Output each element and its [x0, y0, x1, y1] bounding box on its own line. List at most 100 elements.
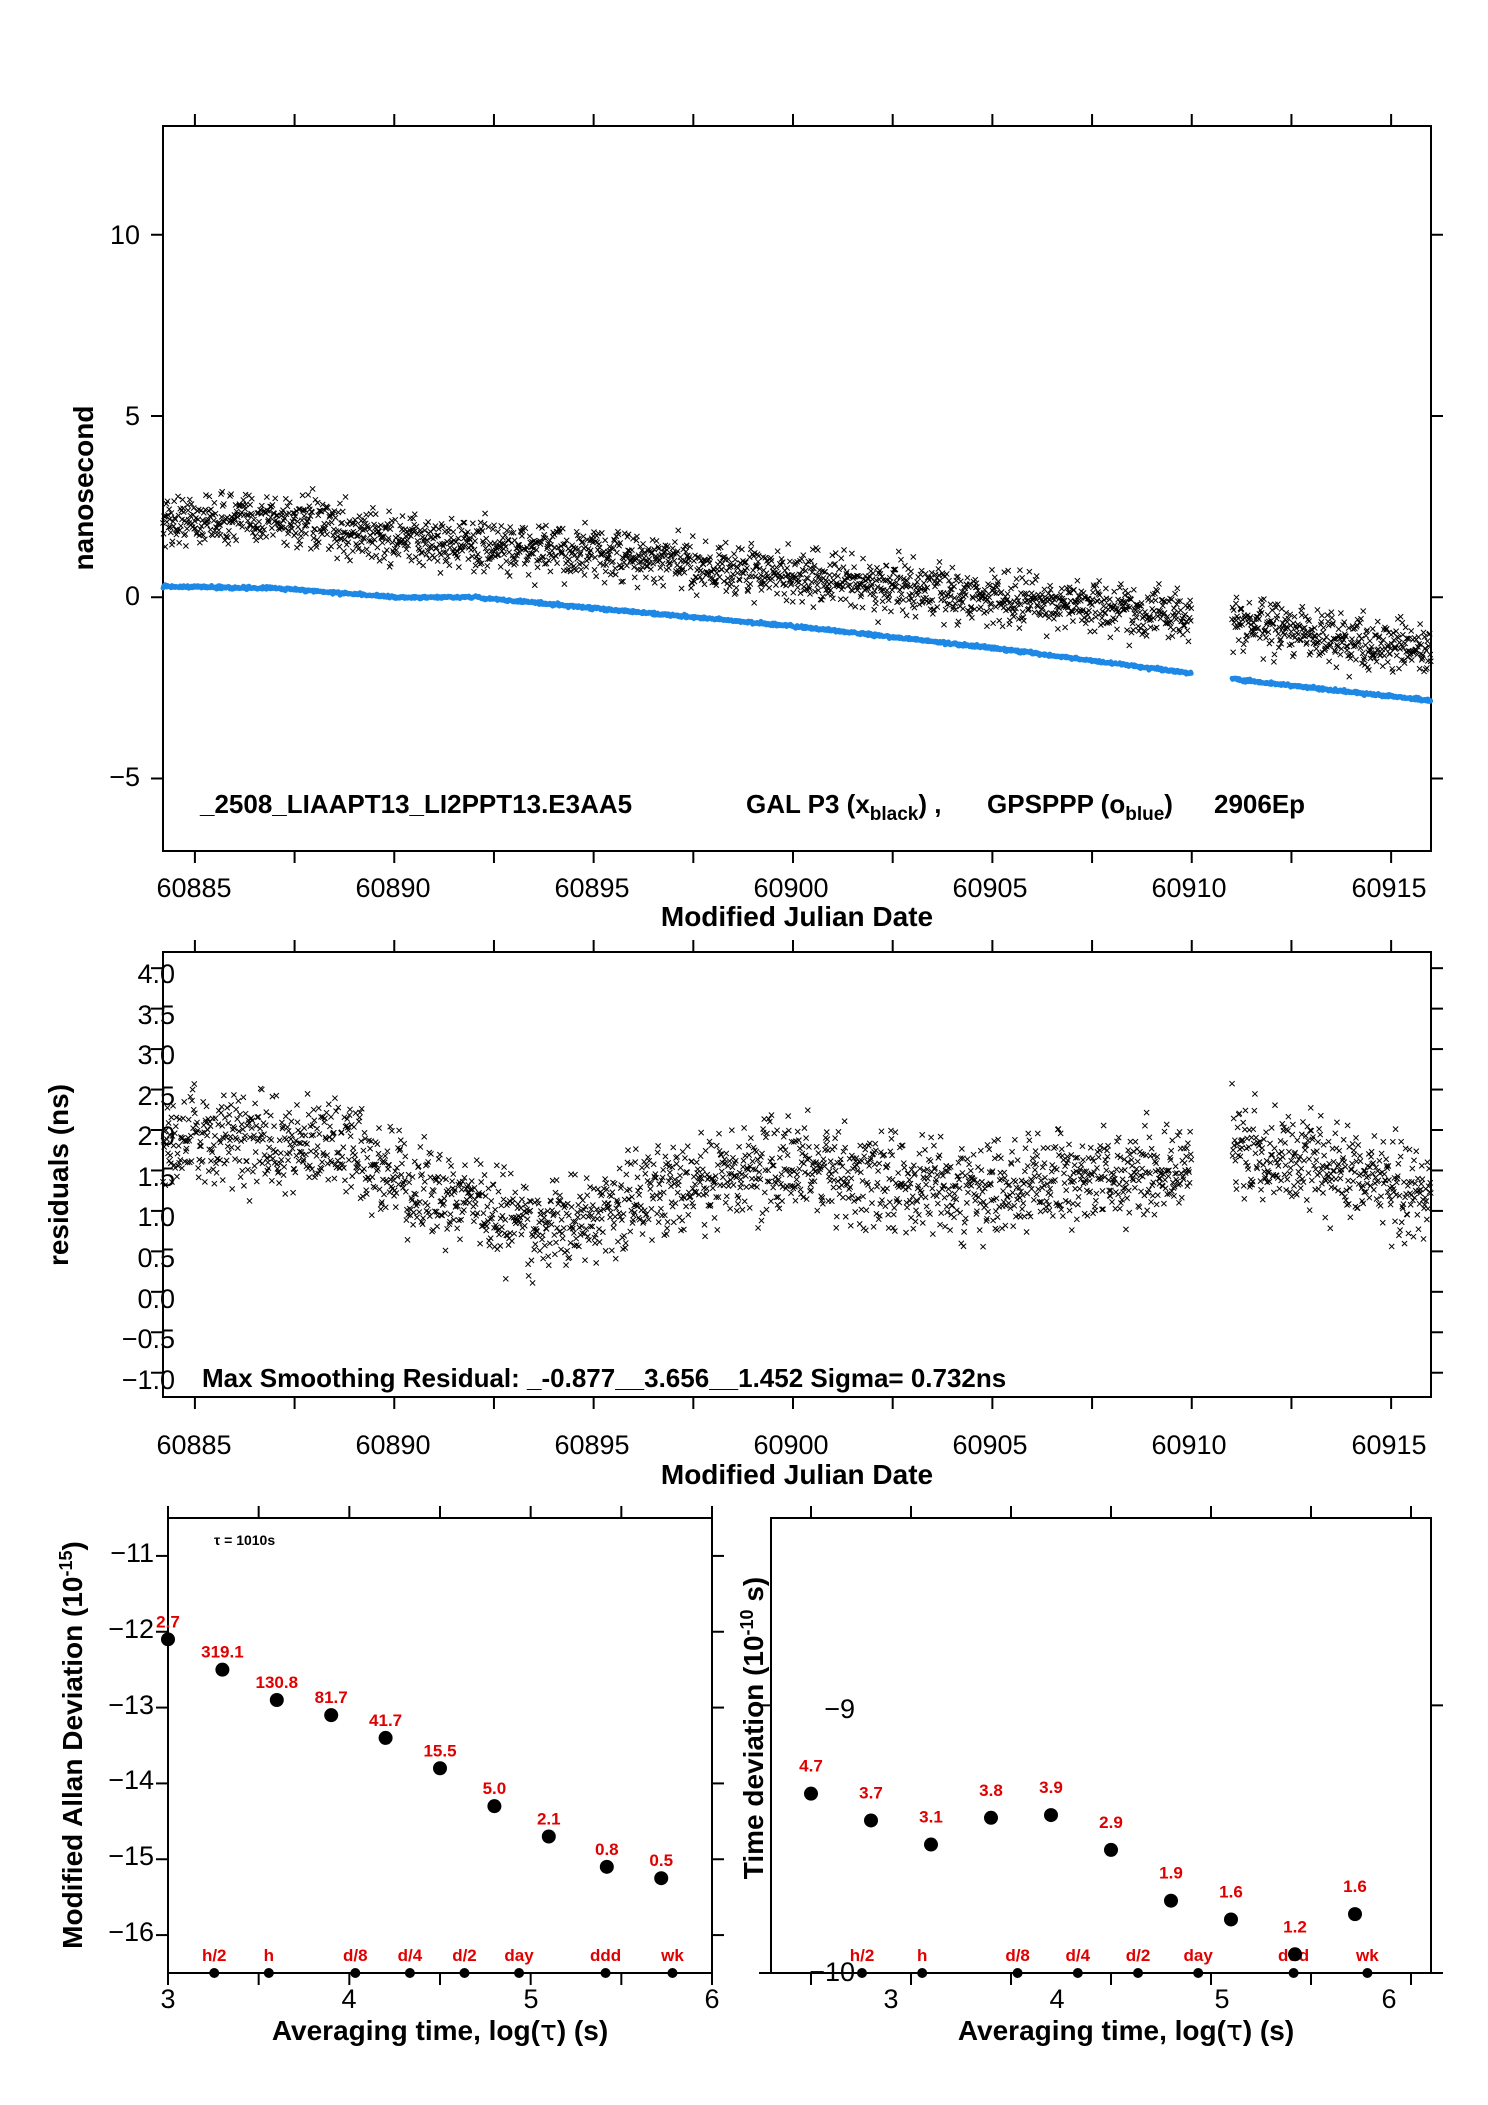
- plot-frame: [162, 125, 1432, 852]
- black-marker: [574, 532, 581, 539]
- residual-marker: [329, 1136, 336, 1143]
- black-marker: [1086, 607, 1093, 614]
- black-marker: [1268, 637, 1275, 644]
- residual-marker: [272, 1149, 279, 1156]
- black-marker: [666, 561, 673, 567]
- black-marker: [740, 570, 747, 577]
- black-marker: [175, 493, 182, 500]
- black-marker: [521, 560, 528, 567]
- residual-marker: [416, 1209, 423, 1215]
- black-marker: [630, 535, 636, 542]
- black-marker: [1314, 606, 1321, 613]
- black-marker: [481, 568, 487, 575]
- black-marker: [613, 549, 620, 556]
- black-marker: [734, 570, 741, 577]
- black-marker: [1420, 629, 1427, 636]
- black-marker: [527, 539, 534, 546]
- black-marker: [335, 528, 342, 534]
- black-marker: [505, 537, 512, 544]
- black-marker: [774, 548, 781, 555]
- black-marker: [185, 507, 192, 514]
- black-marker: [702, 538, 709, 545]
- residual-marker: [264, 1159, 271, 1166]
- residual-marker: [268, 1137, 275, 1144]
- residual-marker: [350, 1145, 357, 1152]
- black-marker: [561, 540, 568, 547]
- black-marker: [609, 569, 616, 576]
- black-marker: [1315, 632, 1322, 639]
- black-marker: [841, 547, 848, 553]
- black-marker: [489, 551, 496, 558]
- black-marker: [206, 493, 213, 500]
- black-marker: [783, 582, 789, 589]
- black-marker: [270, 531, 276, 538]
- black-marker: [895, 548, 902, 555]
- black-marker: [162, 543, 169, 550]
- black-marker: [574, 555, 581, 562]
- black-marker: [786, 576, 793, 583]
- black-marker: [240, 497, 247, 503]
- black-marker: [335, 509, 342, 516]
- black-marker: [989, 566, 995, 573]
- black-marker: [1155, 581, 1162, 587]
- black-marker: [299, 517, 305, 524]
- black-marker: [243, 512, 250, 518]
- black-marker: [957, 578, 964, 585]
- residual-marker: [410, 1221, 417, 1228]
- residual-marker: [325, 1176, 332, 1183]
- residual-marker: [401, 1140, 408, 1147]
- black-marker: [165, 512, 171, 519]
- residual-marker: [242, 1132, 249, 1139]
- black-marker: [379, 539, 386, 546]
- black-marker: [292, 513, 299, 520]
- black-marker: [735, 545, 742, 551]
- black-marker: [534, 564, 541, 571]
- black-marker: [422, 541, 429, 548]
- black-marker: [498, 523, 505, 529]
- black-marker: [383, 547, 390, 554]
- black-marker: [689, 533, 696, 540]
- black-marker: [345, 539, 352, 546]
- black-marker: [368, 554, 375, 561]
- residual-marker: [361, 1165, 367, 1172]
- residual-marker: [377, 1206, 384, 1213]
- black-marker: [687, 543, 693, 550]
- black-marker: [297, 541, 304, 548]
- black-marker: [723, 588, 730, 595]
- black-marker: [875, 619, 882, 626]
- residual-marker: [236, 1157, 243, 1164]
- residual-marker: [262, 1170, 269, 1177]
- legend-blue-text: GPSPPP (o: [987, 789, 1125, 819]
- black-marker: [987, 606, 994, 613]
- residual-marker: [226, 1111, 233, 1118]
- black-marker: [295, 506, 302, 513]
- residual-marker: [364, 1154, 371, 1161]
- black-marker: [814, 547, 821, 554]
- residual-marker: [240, 1094, 247, 1101]
- black-marker: [389, 539, 396, 546]
- black-marker: [827, 587, 834, 593]
- black-marker: [330, 532, 337, 539]
- black-marker: [379, 534, 386, 541]
- black-marker: [1337, 610, 1344, 617]
- black-marker: [324, 531, 331, 538]
- residual-marker: [204, 1126, 211, 1133]
- black-marker: [199, 517, 206, 524]
- black-marker: [256, 518, 262, 525]
- black-marker: [1358, 635, 1365, 642]
- black-marker: [812, 577, 819, 584]
- black-marker: [340, 548, 347, 555]
- black-marker: [910, 598, 917, 605]
- black-marker: [541, 531, 548, 538]
- residual-marker: [356, 1114, 363, 1121]
- black-marker: [261, 526, 267, 533]
- black-marker: [852, 603, 859, 610]
- black-marker: [403, 546, 410, 553]
- black-marker: [693, 592, 700, 599]
- black-marker: [251, 516, 257, 523]
- black-marker: [1033, 573, 1040, 580]
- black-marker: [996, 617, 1003, 624]
- black-marker: [462, 543, 468, 550]
- black-marker: [991, 574, 998, 581]
- black-marker: [355, 546, 362, 552]
